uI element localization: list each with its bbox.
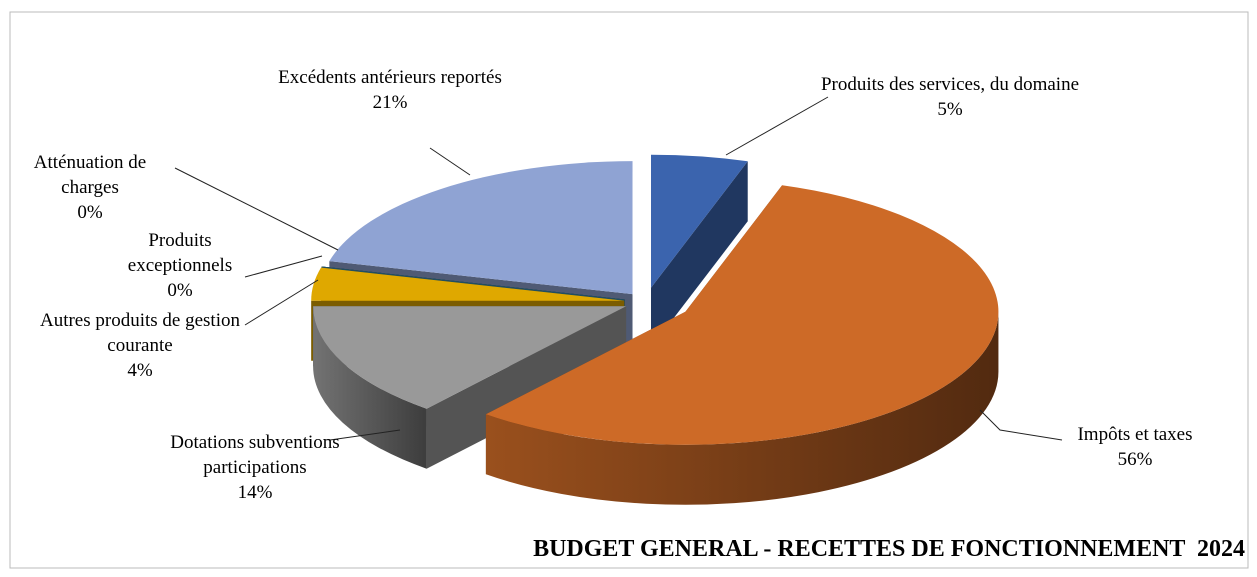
leader-line (725, 96, 829, 156)
data-label: Dotations subventions participations 14% (170, 430, 340, 505)
data-label: Atténuation de charges 0% (5, 150, 175, 225)
value-label: 4% (127, 360, 153, 381)
leader-line (244, 279, 319, 326)
data-label: Excédents antérieurs reportés 21% (270, 65, 510, 115)
slice-wall (651, 161, 748, 348)
value-label: 56% (1117, 449, 1153, 470)
data-label: Impôts et taxes 56% (1035, 422, 1235, 472)
data-label: Produits exceptionnels 0% (110, 228, 250, 303)
data-label: Produits des services, du domaine 5% (820, 72, 1080, 122)
leader-line (329, 429, 401, 441)
frame (9, 11, 1249, 569)
slice-top (651, 154, 748, 288)
slice (651, 154, 748, 348)
value-label: 0% (77, 202, 103, 223)
slice-top (313, 306, 627, 409)
value-label: 5% (937, 99, 963, 120)
slice (485, 185, 999, 505)
category-label: Impôts et taxes (1077, 424, 1193, 445)
leader-line (174, 167, 339, 251)
category-label: Produits des services, du domaine (820, 74, 1080, 95)
slice-side (313, 306, 427, 469)
category-label: Produits exceptionnels (127, 230, 233, 276)
chart-title: BUDGET GENERAL - RECETTES DE FONCTIONNEM… (533, 536, 1245, 562)
leader-line (244, 255, 323, 278)
slice-top (485, 185, 999, 445)
category-label: Atténuation de charges (33, 152, 147, 198)
value-label: 0% (167, 280, 193, 301)
slice-top (311, 267, 625, 301)
category-label: Autres produits de gestion courante (39, 310, 240, 356)
slice-side (485, 311, 999, 505)
leader-line (429, 147, 471, 176)
slice-top (329, 161, 633, 295)
slice (313, 306, 627, 469)
category-label: Excédents antérieurs reportés (278, 67, 502, 88)
category-label: Dotations subventions participations (170, 432, 340, 478)
value-label: 21% (372, 92, 408, 113)
value-label: 14% (237, 482, 273, 503)
leader-line (979, 409, 1063, 441)
data-label: Autres produits de gestion courante 4% (35, 308, 245, 383)
